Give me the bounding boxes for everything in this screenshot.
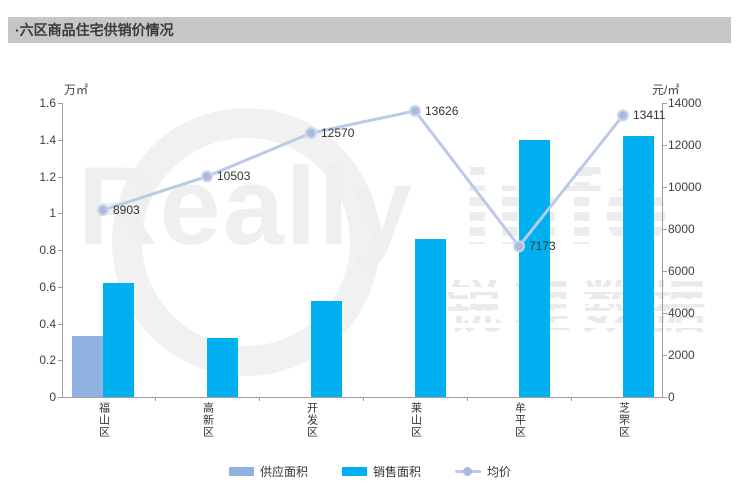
right-axis-tick-label: 0	[668, 390, 675, 404]
left-axis-tick-mark	[58, 103, 62, 104]
right-axis-tick-mark	[663, 355, 667, 356]
x-axis-tick-mark	[363, 397, 364, 401]
left-axis-tick-mark	[58, 176, 62, 178]
price-marker	[409, 104, 421, 117]
section-title: ·六区商品住宅供销价情况	[15, 22, 174, 38]
left-axis-tick-label: 0.8	[39, 243, 56, 257]
right-axis-tick-label: 12000	[668, 138, 702, 152]
right-axis-tick-label: 8000	[668, 222, 695, 236]
right-axis-tick-label: 4000	[668, 306, 695, 320]
legend-bar-swatch	[341, 467, 367, 476]
watermark-brand-latin: Really	[78, 145, 415, 268]
price-data-label: 13411	[633, 108, 666, 123]
section-title-bar: ·六区商品住宅供销价情况	[8, 17, 731, 43]
right-axis-tick-label: 10000	[668, 180, 702, 194]
category-label: 高新区	[201, 402, 214, 438]
category-label: 福山区	[97, 402, 110, 438]
left-axis-tick-mark	[58, 397, 62, 398]
bar-供应面积	[72, 336, 103, 397]
price-marker	[201, 170, 213, 183]
x-axis-tick-mark	[259, 397, 260, 401]
legend-label: 供应面积	[259, 465, 308, 479]
legend-bar-swatch	[228, 467, 254, 476]
x-axis-line	[62, 397, 663, 398]
left-axis-tick-mark	[58, 323, 62, 325]
price-data-label: 13626	[425, 103, 459, 118]
left-axis-tick-label: 0.4	[39, 316, 56, 331]
legend-label: 销售面积	[372, 465, 421, 479]
left-axis-tick-mark	[58, 360, 62, 362]
legend-item-供应面积: 供应面积	[228, 463, 308, 480]
right-axis-tick-mark	[663, 313, 667, 314]
price-marker	[97, 204, 109, 217]
bar-销售面积	[623, 136, 654, 397]
price-data-label: 10503	[217, 169, 251, 184]
category-label: 牟平区	[513, 402, 526, 438]
right-axis-tick-label: 14000	[668, 96, 702, 110]
left-axis-tick-label: 1.2	[39, 169, 56, 184]
bar-销售面积	[519, 139, 550, 397]
left-axis-tick-label: 1.4	[39, 132, 56, 147]
price-data-label: 8903	[113, 203, 140, 218]
right-axis-tick-mark	[663, 187, 667, 188]
right-axis-unit: 元/㎡	[652, 83, 680, 97]
bar-销售面积	[311, 301, 342, 397]
right-axis-tick-mark	[663, 397, 667, 398]
left-axis-line	[62, 103, 63, 398]
right-axis-tick-mark	[663, 229, 667, 230]
right-axis-tick-mark	[663, 271, 667, 272]
price-data-label: 7173	[529, 239, 556, 254]
plot-area	[62, 103, 662, 397]
x-axis-tick-mark	[571, 397, 572, 401]
left-axis-tick-mark	[58, 139, 62, 141]
bar-销售面积	[207, 338, 238, 397]
right-axis-tick-label: 6000	[668, 264, 695, 278]
left-axis-tick-label: 0.2	[39, 353, 56, 368]
right-axis-line	[662, 103, 663, 398]
left-axis-tick-label: 0.6	[39, 279, 56, 294]
left-axis-tick-mark	[58, 213, 62, 215]
x-axis-tick-mark	[467, 397, 468, 401]
left-axis-unit: 万㎡	[64, 83, 89, 97]
left-axis-tick-label: 0	[49, 390, 56, 404]
x-axis-tick-mark	[155, 397, 156, 401]
legend-label: 均价	[487, 465, 512, 479]
price-line-chart	[97, 104, 629, 253]
bar-销售面积	[415, 238, 446, 397]
price-marker	[617, 109, 629, 122]
price-marker	[513, 240, 525, 253]
category-label: 芝罘区	[617, 402, 630, 438]
price-marker	[305, 127, 317, 140]
legend-item-销售面积: 销售面积	[341, 463, 421, 480]
chart-legend: 供应面积 销售面积 均价	[0, 463, 740, 480]
legend-item-均价: 均价	[455, 463, 511, 480]
price-data-label: 12570	[321, 126, 355, 141]
category-label: 开发区	[305, 402, 318, 438]
legend-line-dot	[463, 467, 472, 476]
bar-销售面积	[103, 283, 134, 397]
left-axis-tick-mark	[58, 250, 62, 251]
left-axis-tick-label: 1	[49, 206, 56, 221]
left-axis-tick-label: 1.6	[39, 96, 56, 110]
left-axis-tick-mark	[58, 286, 62, 288]
legend-line-swatch	[455, 467, 481, 476]
price-line	[102, 109, 625, 249]
right-axis-tick-mark	[663, 145, 667, 146]
category-label: 莱山区	[409, 402, 422, 438]
right-axis-tick-mark	[663, 103, 667, 104]
right-axis-tick-label: 2000	[668, 348, 695, 362]
